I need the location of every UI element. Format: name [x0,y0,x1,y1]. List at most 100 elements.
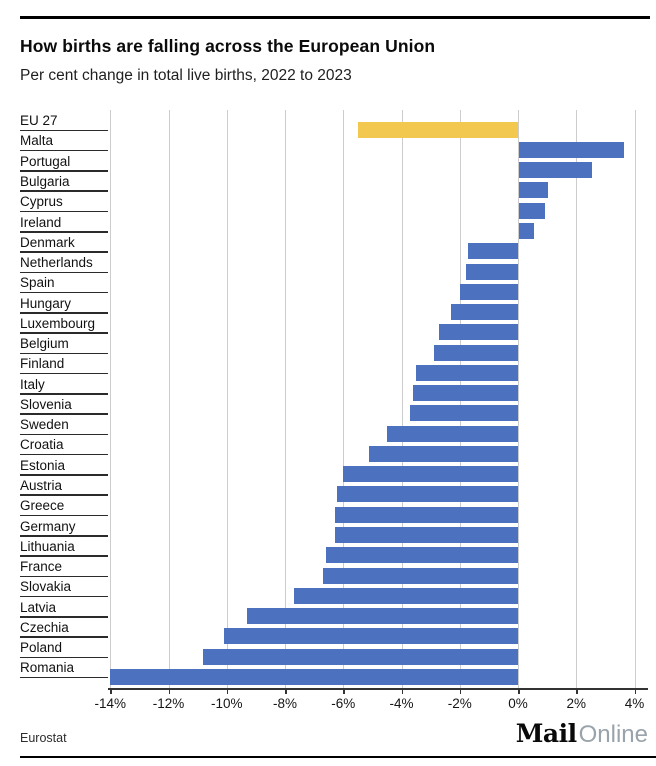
gridline [401,110,403,688]
country-label: Malta [20,133,54,149]
x-axis-tick [226,690,229,694]
row-underline [20,676,108,679]
row-underline [20,555,108,557]
country-label: Netherlands [20,255,93,271]
country-label: Ireland [20,214,62,230]
country-label: Belgium [20,336,69,352]
bar [459,283,518,300]
row-underline [20,413,108,415]
bar [110,668,518,685]
brand-online-wordmark: Online [578,721,648,748]
country-label: Italy [20,376,45,392]
country-label: Denmark [20,234,75,250]
x-axis-tick [634,690,636,694]
x-axis-tick-label: -8% [272,696,297,711]
row-underline [20,575,108,578]
country-label: France [20,559,63,575]
row-underline [20,210,108,213]
x-axis-tick-label: -2% [447,696,472,711]
bar [337,486,518,503]
x-axis-tick [518,690,520,694]
bar [519,223,534,240]
row-underline [20,352,108,355]
country-label: Slovenia [20,396,72,412]
bar [322,567,518,584]
bar [334,527,518,543]
gridline [110,110,112,688]
bar [416,364,518,381]
country-label: Spain [20,275,55,291]
row-underline [20,393,108,395]
bar [519,162,592,179]
bar [468,243,518,260]
x-axis-tick [110,690,112,694]
x-axis-tick [343,690,345,694]
row-underline [20,474,108,476]
bar [334,506,518,523]
country-label: Luxembourg [20,315,96,331]
row-underline [20,231,108,233]
country-label: Latvia [20,599,57,615]
bar [293,587,518,604]
gridline [343,110,345,688]
row-underline [20,433,108,436]
row-underline [20,494,108,496]
x-axis-line [108,688,648,690]
x-axis-tick-label: -6% [331,696,356,711]
bar [343,466,518,483]
bar [519,202,546,219]
bar [413,385,518,402]
row-underline [20,616,108,618]
source-label: Eurostat [20,731,67,745]
bar [325,547,518,564]
x-axis-tick-label: -10% [210,696,243,711]
country-label: Slovakia [20,579,72,595]
row-underline [20,170,108,172]
bar [519,182,549,199]
bar [386,425,518,442]
x-axis-tick [285,690,287,694]
country-label: Croatia [20,437,64,453]
row-underline [20,372,108,375]
country-label: EU 27 [20,113,58,129]
bar [519,141,624,158]
x-axis-tick-label: 4% [624,696,645,711]
country-label: Sweden [20,417,69,433]
country-label: Lithuania [20,538,75,554]
row-underline [20,656,108,659]
gridline [518,110,519,688]
x-axis-tick [401,690,403,694]
gridline [576,110,578,688]
bar [410,405,518,422]
x-axis-tick-label: -14% [94,696,126,711]
row-underline [20,595,108,598]
country-label: Austria [20,477,63,493]
gridline [634,110,636,688]
country-label: Romania [20,660,75,676]
bar [247,608,518,625]
row-underline [20,149,108,152]
country-label: Cyprus [20,194,63,210]
country-label: Poland [20,640,63,656]
chart-title: How births are falling across the Europe… [20,36,436,56]
brand-logo: MailOnline [516,719,648,749]
gridline [285,110,286,688]
brand-mail-wordmark: Mail [515,719,577,748]
country-label: Portugal [20,153,71,169]
bar-highlight [357,121,518,138]
row-underline [20,190,108,192]
gridline [168,110,170,688]
bar [451,304,518,321]
row-underline [20,535,108,537]
row-underline [20,271,108,274]
country-label: Hungary [20,295,72,311]
country-label: Czechia [20,619,69,635]
chart-subtitle: Per cent change in total live births, 20… [20,67,352,84]
top-rule [20,16,650,19]
row-underline [20,291,108,294]
country-label: Bulgaria [20,173,70,189]
row-underline [20,251,108,253]
bar [223,628,518,645]
row-underline [20,332,108,334]
